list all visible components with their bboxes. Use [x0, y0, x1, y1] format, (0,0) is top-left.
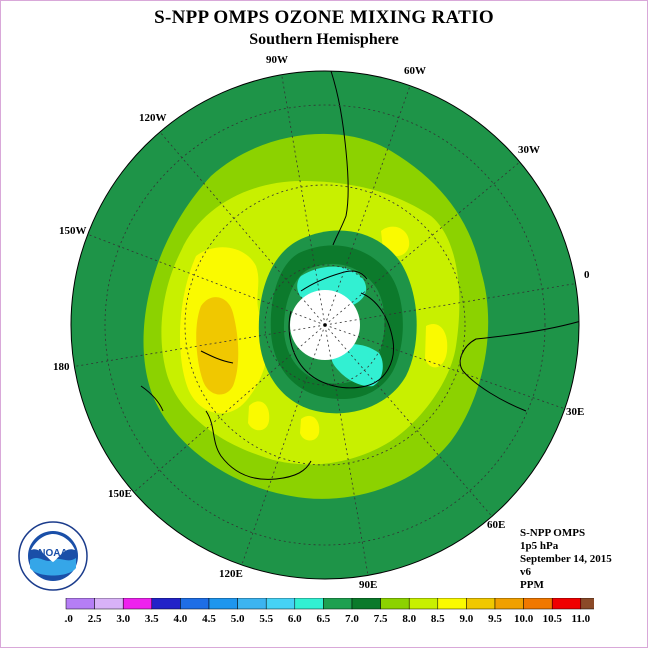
info-level: 1p5 hPa	[520, 540, 559, 552]
colorbar-tick-label: 9.5	[488, 613, 502, 625]
colorbar-swatch	[523, 598, 553, 610]
colorbar-swatch	[551, 598, 582, 610]
australia-coastline	[205, 410, 312, 480]
page-subtitle: Southern Hemisphere	[249, 31, 399, 48]
colorbar-swatch	[323, 598, 353, 610]
noaa-logo-text: NOAA	[38, 548, 67, 559]
contour-yellow-small-2	[300, 415, 320, 441]
colorbar-swatch	[265, 598, 296, 610]
colorbar-swatch	[294, 598, 324, 610]
colorbar: 2.0 2.5 3.0 3.5 4.0 4.5 5.0 5.5 6.0 6.5 7.0 7.5 8.0 8…	[64, 598, 594, 625]
lon-label-150w: 150W	[59, 225, 87, 237]
colorbar-swatch	[208, 598, 238, 610]
colorbar-tick-label: 7.5	[374, 613, 388, 625]
page-title: S-NPP OMPS OZONE MIXING RATIO	[154, 7, 494, 28]
lon-label-120e: 120E	[219, 568, 243, 580]
colorbar-tick-label: 6.5	[317, 613, 331, 625]
noaa-logo: NOAA	[18, 521, 88, 591]
colorbar-tick-label: 10.5	[543, 613, 563, 625]
lon-label-60e: 60E	[487, 519, 505, 531]
colorbar-tick-label: 11.0	[571, 613, 590, 625]
colorbar-swatch	[180, 598, 210, 610]
product-info-block: S-NPP OMPS 1p5 hPa September 14, 2015 v6…	[520, 527, 612, 592]
africa-coastline	[459, 320, 579, 412]
colorbar-tick-label: 2.0	[64, 613, 73, 625]
colorbar-tick-label: 3.5	[145, 613, 159, 625]
lon-label-150e: 150E	[108, 488, 132, 500]
antarctic-peninsula-coastline	[300, 270, 368, 292]
colorbar-swatch	[466, 598, 496, 610]
colorbar-tick-label: 7.0	[345, 613, 359, 625]
lon-label-180: 180	[53, 361, 70, 373]
colorbar-tick-label: 8.5	[431, 613, 445, 625]
antarctica-coastline	[288, 292, 395, 389]
colorbar-tick-label: 8.0	[402, 613, 416, 625]
colorbar-tick-label: 2.5	[88, 613, 102, 625]
info-instrument: S-NPP OMPS	[520, 527, 586, 539]
colorbar-tick-label: 4.5	[202, 613, 216, 625]
contour-orange	[196, 297, 239, 395]
colorbar-tick-label: 3.0	[116, 613, 130, 625]
lon-label-30w: 30W	[518, 144, 540, 156]
colorbar-tick-label: 5.5	[259, 613, 273, 625]
lon-label-30e: 30E	[566, 406, 584, 418]
colorbar-swatch	[408, 598, 439, 610]
info-units: PPM	[520, 579, 544, 591]
colorbar-swatch	[237, 598, 267, 610]
info-date: September 14, 2015	[520, 553, 612, 565]
colorbar-tick-label: 9.0	[460, 613, 474, 625]
colorbar-swatch	[380, 598, 410, 610]
colorbar-swatch	[151, 598, 181, 610]
lon-label-0: 0	[584, 269, 590, 281]
colorbar-swatch	[494, 598, 524, 610]
contour-cyan-lower	[331, 344, 383, 387]
colorbar-tick-label: 10.0	[514, 613, 534, 625]
colorbar-tick-label: 6.0	[288, 613, 302, 625]
lon-label-120w: 120W	[139, 112, 167, 124]
map-boundary	[70, 70, 580, 580]
pole-marker	[323, 323, 327, 327]
colorbar-swatch	[437, 598, 467, 610]
info-version: v6	[520, 566, 531, 578]
colorbar-swatch	[351, 598, 381, 610]
lon-label-90e: 90E	[359, 579, 377, 591]
colorbar-swatch	[94, 598, 124, 610]
lon-label-90w: 90W	[266, 54, 288, 66]
contour-yellow-small-1	[248, 401, 270, 431]
colorbar-tick-label: 4.0	[174, 613, 188, 625]
colorbar-swatch	[65, 598, 95, 610]
contour-yellow-small-3	[425, 323, 448, 368]
new-zealand-coastline	[140, 350, 234, 412]
lon-label-60w: 60W	[404, 65, 426, 77]
colorbar-swatch	[580, 598, 594, 610]
graticule	[71, 71, 579, 579]
colorbar-tick-label: 5.0	[231, 613, 245, 625]
colorbar-swatch	[122, 598, 153, 610]
